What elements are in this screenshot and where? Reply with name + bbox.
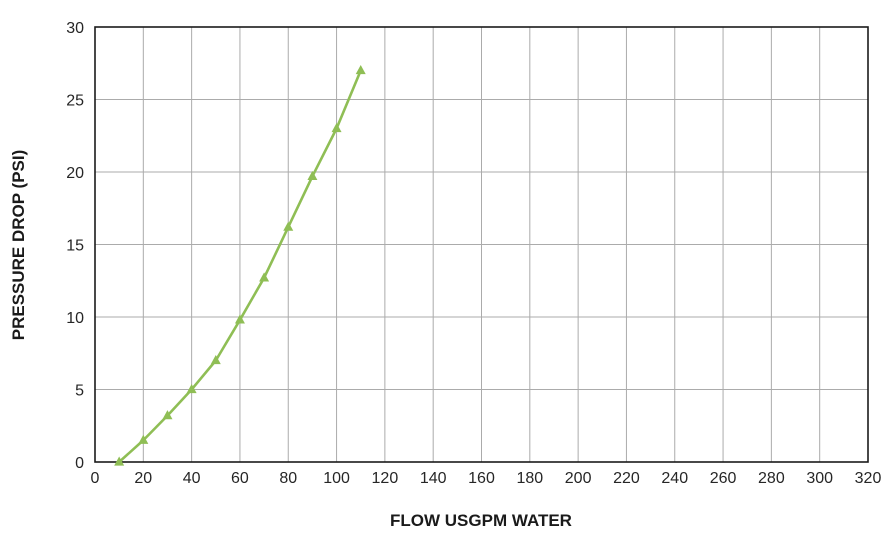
x-tick-label: 320 bbox=[855, 470, 882, 487]
x-tick-label: 40 bbox=[183, 470, 201, 487]
plot-border bbox=[94, 26, 869, 463]
data-point-marker bbox=[114, 456, 125, 466]
y-tick-label: 15 bbox=[66, 238, 84, 255]
x-tick-label: 120 bbox=[372, 470, 399, 487]
grid-layer bbox=[95, 27, 868, 462]
x-tick-label: 240 bbox=[661, 470, 688, 487]
data-point-marker bbox=[259, 272, 270, 282]
y-tick-label: 5 bbox=[75, 383, 84, 400]
data-point-marker bbox=[307, 170, 318, 180]
x-tick-label: 60 bbox=[231, 470, 249, 487]
series-layer bbox=[114, 65, 366, 466]
x-tick-label: 200 bbox=[565, 470, 592, 487]
data-point-marker bbox=[162, 410, 173, 420]
y-tick-label: 30 bbox=[66, 20, 84, 37]
x-tick-label: 160 bbox=[468, 470, 495, 487]
x-tick-label: 180 bbox=[516, 470, 543, 487]
data-point-marker bbox=[138, 434, 149, 444]
axis-layer: 0 20 40 60 80 100 120 140 160 180 200 220 240 260 280 3… bbox=[66, 20, 881, 487]
x-tick-label: 100 bbox=[323, 470, 350, 487]
y-tick-label: 0 bbox=[75, 455, 84, 472]
data-point-marker bbox=[186, 384, 197, 394]
x-tick-label: 140 bbox=[420, 470, 447, 487]
x-tick-label: 0 bbox=[91, 470, 100, 487]
y-axis-title: PRESSURE DROP (PSI) bbox=[9, 150, 28, 341]
data-point-marker bbox=[210, 355, 221, 365]
x-tick-label: 80 bbox=[279, 470, 297, 487]
y-tick-label: 10 bbox=[66, 310, 84, 327]
data-point-marker bbox=[283, 221, 294, 231]
y-tick-label: 20 bbox=[66, 165, 84, 182]
x-tick-label: 300 bbox=[806, 470, 833, 487]
x-tick-label: 220 bbox=[613, 470, 640, 487]
data-point-marker bbox=[355, 65, 366, 75]
x-tick-label: 20 bbox=[134, 470, 152, 487]
data-point-marker bbox=[234, 314, 245, 324]
x-axis-title: FLOW USGPM WATER bbox=[390, 511, 572, 530]
y-tick-label: 25 bbox=[66, 93, 84, 110]
data-point-marker bbox=[331, 123, 342, 133]
x-tick-label: 260 bbox=[710, 470, 737, 487]
x-tick-label: 280 bbox=[758, 470, 785, 487]
